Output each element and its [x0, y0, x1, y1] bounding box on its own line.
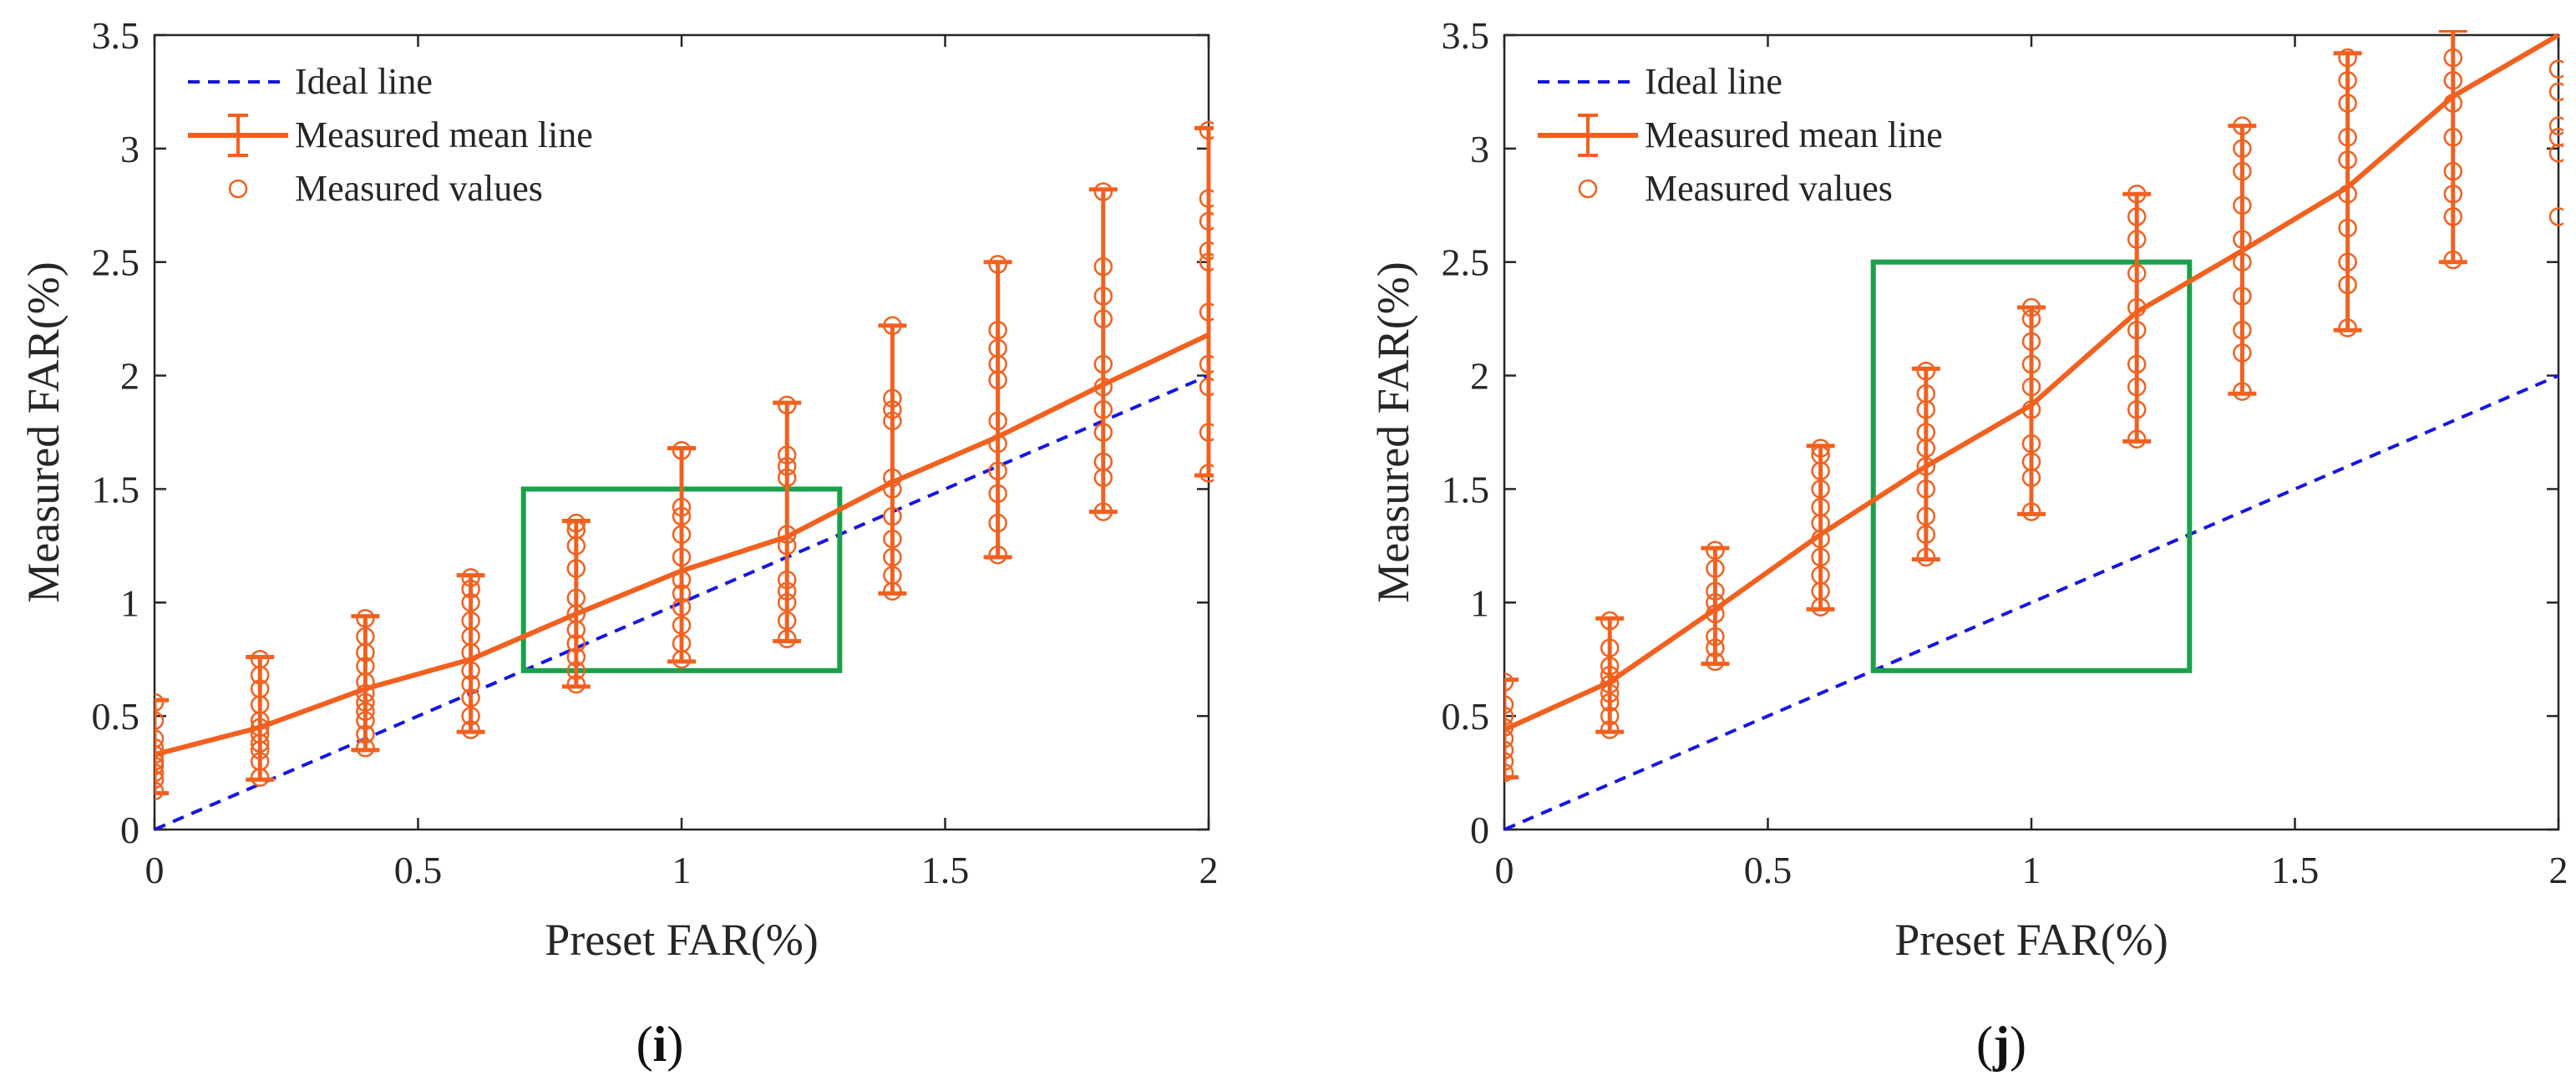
measured-value-point	[1504, 740, 1514, 760]
measured-value-point	[2548, 207, 2563, 226]
legend: Ideal line Measured mean line Measured val…	[188, 61, 593, 209]
panel-label-letter: i	[653, 1017, 667, 1072]
chart-panel-j: 0 0.5 1 1.5 2 0 0.5 1 1.5 2 2.5 3 3.5 Preset FAR(%) Me…	[1368, 14, 2568, 1072]
x-axis-label: Preset FAR(%)	[545, 915, 818, 965]
legend-label-values: Measured values	[1645, 168, 1893, 209]
legend-label-mean: Measured mean line	[1645, 114, 1943, 155]
x-tick-label: 2	[2549, 849, 2568, 891]
x-tick-label: 0.5	[394, 849, 443, 891]
x-tick-label: 0.5	[1744, 849, 1793, 891]
measured-value-point	[1504, 695, 1514, 714]
panel-label-letter: j	[1992, 1017, 2010, 1072]
measured-value-point	[155, 738, 165, 758]
measured-value-point	[155, 781, 165, 801]
panel-label-open: (	[636, 1017, 653, 1072]
measured-value-point	[155, 752, 165, 771]
plot-area	[153, 33, 1210, 831]
y-tick-label: 0.5	[92, 695, 140, 738]
panel-label-close: )	[2010, 1017, 2026, 1072]
highlight-box	[1870, 259, 2193, 673]
panel-label-open: (	[1976, 1017, 1993, 1072]
measured-value-point	[1504, 672, 1514, 692]
legend-label-ideal: Ideal line	[1645, 61, 1782, 102]
measured-value-point	[155, 729, 165, 748]
legend-label-ideal: Ideal line	[295, 61, 433, 102]
y-tick-label: 2.5	[92, 241, 140, 284]
y-tick-label: 0	[120, 809, 139, 851]
x-tick-label: 1.5	[2271, 849, 2320, 891]
measured-value-point	[1504, 729, 1514, 748]
measured-value-point	[2548, 128, 2563, 147]
mean-line	[1504, 33, 2560, 733]
measured-value-point	[2548, 59, 2563, 79]
measured-value-point	[155, 711, 165, 730]
measured-value-point	[155, 763, 165, 783]
legend-values-swatch	[228, 179, 248, 199]
measured-value-point	[1504, 706, 1514, 726]
y-tick-label: 3	[120, 128, 139, 170]
measured-value-point	[2548, 116, 2563, 135]
y-tick-label: 0.5	[1442, 695, 1490, 738]
panel-label: (i)	[636, 1017, 684, 1072]
panel-label-close: )	[667, 1017, 683, 1072]
y-tick-label: 2.5	[1442, 241, 1490, 284]
chart-panel-i: 0 0.5 1 1.5 2 0 0.5 1 1.5 2 2.5 3 3.5 Preset FAR(%) Me…	[18, 14, 1219, 1072]
y-tick-label: 3	[1470, 128, 1489, 170]
x-tick-label: 1.5	[921, 849, 970, 891]
measured-value-point	[1504, 763, 1514, 783]
y-tick-label: 2	[1470, 355, 1489, 398]
y-tick-label: 0	[1470, 809, 1489, 851]
measured-value-point	[155, 769, 165, 789]
ideal-line	[1504, 373, 2559, 831]
plot-content	[1504, 30, 2563, 831]
y-tick-label: 1.5	[1442, 468, 1490, 510]
ideal-line	[155, 373, 1209, 831]
x-tick-label: 2	[1199, 849, 1219, 891]
mean-line	[155, 332, 1210, 758]
plot-content	[155, 120, 1214, 831]
legend: Ideal line Measured mean line Measured val…	[1538, 61, 1943, 209]
x-tick-label: 0	[1495, 849, 1514, 891]
y-tick-label: 3.5	[92, 14, 140, 57]
measured-value-point	[2548, 82, 2563, 102]
y-tick-label: 1	[1470, 581, 1489, 624]
panel-label: (j)	[1976, 1017, 2026, 1072]
y-axis-label: Measured FAR(%)	[1368, 261, 1418, 602]
x-axis-label: Preset FAR(%)	[1894, 915, 2168, 965]
legend-values-swatch	[1578, 179, 1598, 199]
x-tick-label: 0	[145, 849, 165, 891]
measured-value-point	[155, 693, 165, 713]
measured-value-point	[155, 756, 165, 776]
y-axis-label: Measured FAR(%)	[18, 261, 68, 602]
y-tick-label: 1.5	[92, 468, 140, 510]
legend-label-values: Measured values	[295, 168, 543, 209]
legend-label-mean: Measured mean line	[295, 114, 593, 155]
x-tick-label: 1	[672, 849, 692, 891]
y-tick-label: 3.5	[1442, 14, 1490, 57]
x-tick-label: 1	[2022, 849, 2041, 891]
measured-value-point	[1504, 752, 1514, 771]
y-tick-label: 2	[120, 355, 139, 398]
y-tick-label: 1	[120, 581, 139, 624]
